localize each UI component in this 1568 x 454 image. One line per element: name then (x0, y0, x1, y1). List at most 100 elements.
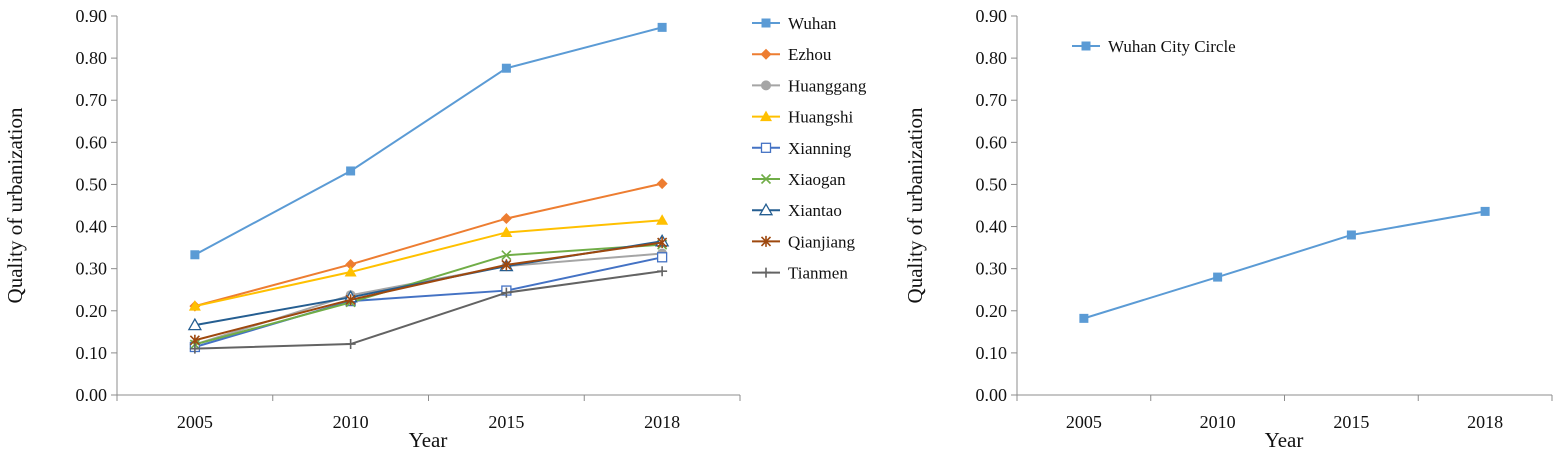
legend-label-huangshi: Huangshi (788, 108, 853, 127)
y-tick-label: 0.10 (976, 343, 1008, 363)
y-tick-label: 0.60 (976, 132, 1008, 152)
y-axis-title: Quality of urbanization (3, 107, 27, 303)
y-tick-label: 0.90 (976, 6, 1008, 26)
y-tick-label: 0.80 (76, 48, 108, 68)
data-point-wuhan-2010 (346, 166, 356, 176)
legend-item-xiantao: Xiantao (752, 201, 842, 220)
y-tick-label: 0.80 (976, 48, 1008, 68)
data-point-xianning-2018 (656, 252, 668, 263)
series-line-qianjiang (194, 241, 663, 342)
data-point-ezhou-2018 (656, 178, 668, 190)
legend-label-xiaogan: Xiaogan (788, 170, 846, 189)
legend-marker-qianjiang (760, 235, 772, 247)
data-point-tianmen-2018 (657, 266, 668, 277)
series-xiaogan (189, 239, 668, 350)
data-point-qianjiang-2015 (501, 259, 512, 271)
data-point-huangshi-2005 (188, 300, 201, 311)
y-tick-label: 0.30 (976, 259, 1008, 279)
y-tick-label: 0.70 (76, 90, 108, 110)
series-tianmen (189, 266, 668, 354)
y-tick-label: 0.30 (76, 259, 108, 279)
legend-marker-huangshi (760, 110, 772, 122)
data-point-tianmen-2015 (501, 287, 512, 298)
x-tick-label: 2015 (1333, 412, 1369, 432)
data-point-qianjiang-2018 (657, 237, 668, 249)
y-tick-label: 0.60 (76, 132, 108, 152)
legend-label-xianning: Xianning (788, 139, 852, 158)
legend-marker-ezhou (760, 48, 772, 60)
x-tick-label: 2018 (1467, 412, 1503, 432)
data-point-wuhan-2005 (190, 250, 200, 260)
legend-label-ezhou: Ezhou (788, 45, 832, 64)
x-tick-label: 2010 (333, 412, 369, 432)
legend-marker-xianning (760, 142, 772, 153)
legend-item-wuhan: Wuhan (752, 14, 837, 33)
legend-item-xiaogan: Xiaogan (752, 170, 846, 189)
data-point-ezhou-2015 (500, 213, 512, 225)
series-line-tianmen (194, 270, 663, 350)
x-tick-label: 2015 (488, 412, 524, 432)
legend-marker-tianmen (761, 267, 771, 278)
series-line-xiaogan (194, 243, 663, 346)
data-point-xiaogan-2015 (501, 250, 512, 261)
series-huangshi (188, 214, 669, 311)
series-line-xianning (194, 256, 663, 348)
y-tick-label: 0.00 (976, 385, 1008, 405)
legend-label-wuhan-city-circle: Wuhan City Circle (1108, 37, 1236, 56)
legend-marker-xiaogan (760, 173, 772, 185)
y-tick-label: 0.10 (76, 343, 108, 363)
legend-marker-wuhan-city-circle (1081, 41, 1091, 51)
legend-marker-huanggang (761, 80, 771, 91)
series-line-wuhan-city-circle (1083, 210, 1486, 320)
y-tick-label: 0.90 (76, 6, 108, 26)
series-huanggang (189, 248, 668, 350)
data-point-qianjiang-2010 (345, 294, 356, 306)
series-line-wuhan (194, 26, 663, 256)
series-qianjiang (189, 237, 668, 346)
legend-label-huanggang: Huanggang (788, 76, 867, 95)
y-tick-label: 0.50 (976, 174, 1008, 194)
series-line-huanggang (194, 252, 663, 346)
x-tick-label: 2010 (1200, 412, 1236, 432)
legend-label-qianjiang: Qianjiang (788, 232, 856, 251)
data-point-huangshi-2010 (344, 266, 357, 277)
data-point-wuhan-city-circle-2018 (1480, 206, 1490, 216)
data-point-wuhan-2015 (501, 63, 511, 73)
legend-item-huanggang: Huanggang (752, 76, 867, 95)
legend-marker-wuhan (761, 18, 771, 28)
y-tick-label: 0.20 (976, 301, 1008, 321)
legend-item-wuhan-city-circle: Wuhan City Circle (1072, 37, 1236, 56)
legend-marker-xiantao (758, 202, 774, 216)
legend-item-tianmen: Tianmen (752, 264, 848, 283)
y-tick-label: 0.00 (76, 385, 108, 405)
x-axis-title: Year (1265, 428, 1304, 452)
y-axis-title: Quality of urbanization (903, 107, 927, 303)
data-point-xiantao-2005 (187, 317, 202, 331)
x-tick-label: 2018 (644, 412, 680, 432)
x-tick-label: 2005 (1066, 412, 1102, 432)
left-chart: 0.00 0.10 0.20 0.30 0.40 0.50 0.60 0.70 0.80 0.90… (3, 6, 867, 452)
right-chart: 0.00 0.10 0.20 0.30 0.40 0.50 0.60 0.70 0.80 0.90… (903, 6, 1553, 452)
series-wuhan-city-circle (1079, 206, 1490, 323)
legend-label-xiantao: Xiantao (788, 201, 842, 220)
legend-item-huangshi: Huangshi (752, 108, 853, 127)
series-line-huangshi (194, 219, 663, 308)
data-point-wuhan-2018 (657, 22, 667, 32)
data-point-tianmen-2005 (189, 343, 200, 354)
legend-label-tianmen: Tianmen (788, 264, 848, 283)
data-point-huangshi-2018 (656, 214, 669, 225)
data-point-huangshi-2015 (500, 226, 513, 237)
legend-label-wuhan: Wuhan (788, 14, 837, 33)
data-point-tianmen-2010 (345, 339, 356, 350)
series-xianning (189, 252, 668, 353)
y-tick-label: 0.40 (76, 217, 108, 237)
data-point-wuhan-city-circle-2005 (1079, 313, 1089, 323)
x-tick-label: 2005 (177, 412, 213, 432)
data-point-wuhan-city-circle-2010 (1213, 272, 1223, 282)
legend-item-qianjiang: Qianjiang (752, 232, 856, 251)
legend-item-xianning: Xianning (752, 139, 852, 158)
data-point-wuhan-city-circle-2015 (1346, 230, 1356, 240)
y-tick-label: 0.50 (76, 174, 108, 194)
y-tick-label: 0.70 (976, 90, 1008, 110)
